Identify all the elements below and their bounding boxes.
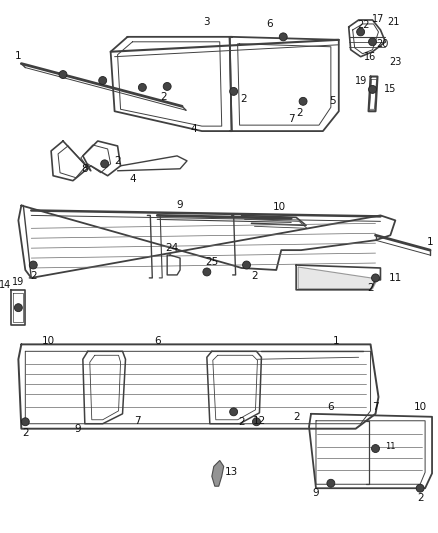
Text: 6: 6 bbox=[266, 19, 273, 29]
Text: 2: 2 bbox=[240, 94, 247, 104]
Circle shape bbox=[368, 38, 377, 46]
Text: 4: 4 bbox=[191, 124, 197, 134]
Text: 23: 23 bbox=[389, 56, 402, 67]
Circle shape bbox=[357, 28, 364, 36]
Circle shape bbox=[163, 83, 171, 91]
Text: 8: 8 bbox=[81, 164, 88, 174]
Text: 6: 6 bbox=[154, 336, 161, 346]
Text: 2: 2 bbox=[417, 493, 424, 503]
Circle shape bbox=[327, 479, 335, 487]
Circle shape bbox=[279, 33, 287, 41]
Text: 2: 2 bbox=[296, 108, 302, 118]
Circle shape bbox=[230, 408, 237, 416]
Circle shape bbox=[371, 445, 379, 453]
Text: 25: 25 bbox=[205, 257, 219, 267]
Circle shape bbox=[14, 304, 22, 312]
Text: 2: 2 bbox=[30, 271, 36, 281]
Circle shape bbox=[416, 484, 424, 492]
Text: 7: 7 bbox=[372, 402, 379, 412]
Polygon shape bbox=[212, 461, 224, 486]
Polygon shape bbox=[298, 267, 378, 289]
Circle shape bbox=[138, 84, 146, 91]
Text: 7: 7 bbox=[288, 114, 294, 124]
Text: 24: 24 bbox=[166, 243, 179, 253]
Text: 1: 1 bbox=[15, 51, 22, 61]
Text: 13: 13 bbox=[225, 467, 238, 478]
Text: 1: 1 bbox=[427, 237, 433, 247]
Text: 2: 2 bbox=[114, 156, 121, 166]
Text: 12: 12 bbox=[253, 416, 266, 426]
Text: 7: 7 bbox=[134, 416, 141, 426]
Text: 21: 21 bbox=[387, 17, 399, 27]
Text: 11: 11 bbox=[385, 442, 396, 451]
Circle shape bbox=[29, 261, 37, 269]
Circle shape bbox=[371, 274, 379, 282]
Text: 2: 2 bbox=[22, 427, 28, 438]
Circle shape bbox=[230, 87, 237, 95]
Text: 11: 11 bbox=[389, 273, 402, 283]
Text: 17: 17 bbox=[372, 14, 385, 24]
Circle shape bbox=[299, 98, 307, 106]
Text: 2: 2 bbox=[238, 417, 245, 427]
Text: 10: 10 bbox=[413, 402, 427, 412]
Text: 15: 15 bbox=[384, 84, 396, 94]
Circle shape bbox=[59, 70, 67, 78]
Text: 19: 19 bbox=[354, 77, 367, 86]
Text: 9: 9 bbox=[177, 200, 184, 211]
Text: 10: 10 bbox=[273, 203, 286, 213]
Text: 1: 1 bbox=[332, 336, 339, 346]
Text: 2: 2 bbox=[293, 412, 300, 422]
Text: 2: 2 bbox=[367, 283, 374, 293]
Text: 2: 2 bbox=[160, 92, 166, 102]
Text: 9: 9 bbox=[74, 424, 81, 434]
Text: 14: 14 bbox=[0, 280, 11, 290]
Circle shape bbox=[203, 268, 211, 276]
Text: 16: 16 bbox=[364, 52, 377, 62]
Text: 2: 2 bbox=[251, 271, 258, 281]
Text: 19: 19 bbox=[12, 277, 25, 287]
Circle shape bbox=[21, 418, 29, 426]
Text: 3: 3 bbox=[204, 17, 210, 27]
Circle shape bbox=[243, 261, 251, 269]
Circle shape bbox=[99, 77, 107, 84]
Circle shape bbox=[101, 160, 109, 168]
Text: 6: 6 bbox=[328, 402, 334, 412]
Circle shape bbox=[252, 418, 261, 426]
Text: 5: 5 bbox=[329, 96, 336, 106]
Text: 22: 22 bbox=[357, 20, 370, 30]
Text: 10: 10 bbox=[42, 336, 55, 346]
Circle shape bbox=[368, 85, 377, 93]
Text: 9: 9 bbox=[313, 488, 319, 498]
Text: 20: 20 bbox=[376, 39, 389, 49]
Text: 4: 4 bbox=[129, 174, 136, 184]
